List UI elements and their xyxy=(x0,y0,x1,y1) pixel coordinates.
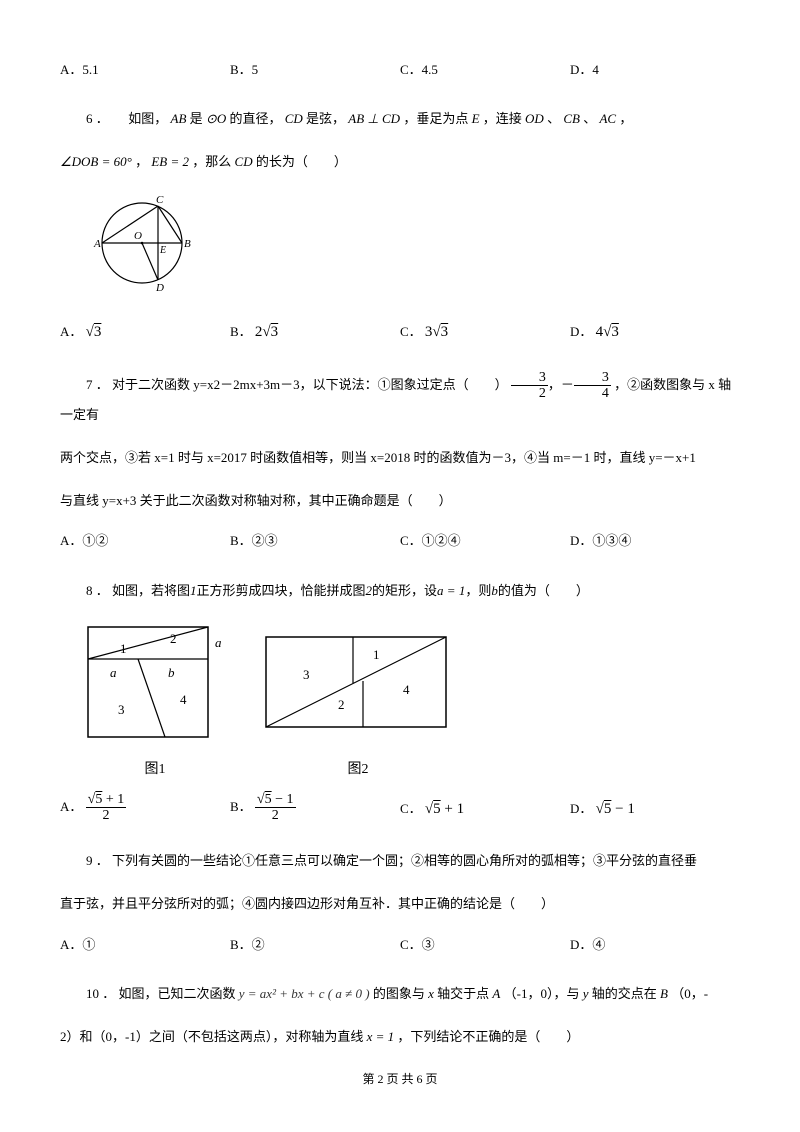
q7-line3: 与直线 y=x+3 关于此二次函数对称轴对称，其中正确命题是（ ） xyxy=(60,487,740,516)
choice-a: A．5.1 xyxy=(60,58,230,81)
q10-line1: 10 ． 如图，已知二次函数 y = ax² + bx + c ( a ≠ 0 … xyxy=(60,980,740,1009)
q7-line1: 7 ． 对于二次函数 y=x2－2mx+3m－3，以下说法：①图象过定点（ ） … xyxy=(60,370,740,430)
svg-text:a: a xyxy=(110,665,117,680)
q7-line2: 两个交点，③若 x=1 时与 x=2017 时函数值相等，则当 x=2018 时… xyxy=(60,444,740,473)
svg-text:A: A xyxy=(93,238,101,250)
q9-choices: A．① B．② C．③ D．④ xyxy=(60,933,740,956)
svg-text:3: 3 xyxy=(118,702,125,717)
q7-choices: A．①② B．②③ C．①②④ D．①③④ xyxy=(60,529,740,552)
q8-fig2-title: 图2 xyxy=(258,757,458,782)
choice-b: B．5 xyxy=(230,58,400,81)
svg-text:1: 1 xyxy=(120,641,127,656)
q8-choices: A． √5 + 12 B． √5 − 12 C． √5 + 1 D． √5 − … xyxy=(60,792,740,824)
choice-c: C．③ xyxy=(400,933,570,956)
svg-text:D: D xyxy=(155,282,164,294)
choice-a: A． √3 xyxy=(60,319,230,346)
q6-figure: A B C D O E xyxy=(80,191,210,301)
choice-d: D．①③④ xyxy=(570,529,740,552)
svg-text:a: a xyxy=(215,635,222,650)
choice-c: C． 3√3 xyxy=(400,319,570,346)
svg-text:B: B xyxy=(184,238,191,250)
choice-a: A．① xyxy=(60,933,230,956)
q6-stem: 6 ． 如图， AB 是 ⊙O 的直径， CD 是弦， AB ⊥ CD ，垂足为… xyxy=(60,105,740,134)
choice-b: B．② xyxy=(230,933,400,956)
svg-text:4: 4 xyxy=(403,682,410,697)
choice-c: C．4.5 xyxy=(400,58,570,81)
q9-line2: 直于弦，并且平分弦所对的弧；④圆内接四边形对角互补．其中正确的结论是（ ） xyxy=(60,890,740,919)
choice-b: B． √5 − 12 xyxy=(230,792,400,824)
choice-b: B．②③ xyxy=(230,529,400,552)
svg-text:2: 2 xyxy=(338,697,345,712)
svg-text:3: 3 xyxy=(303,667,310,682)
q6-stem-line2: ∠DOB = 60° ， EB = 2 ，那么 CD 的长为（ ） xyxy=(60,148,740,177)
q8-fig1-title: 图1 xyxy=(80,757,230,782)
q6-number: 6 xyxy=(86,111,93,126)
choice-d: D． 4√3 xyxy=(570,319,740,346)
choice-a: A． √5 + 12 xyxy=(60,792,230,824)
page-footer: 第 2 页 共 6 页 xyxy=(60,1069,740,1091)
q5-choices: A．5.1 B．5 C．4.5 D．4 xyxy=(60,58,740,81)
q9-line1: 9 ． 下列有关圆的一些结论①任意三点可以确定一个圆；②相等的圆心角所对的弧相等… xyxy=(60,847,740,876)
choice-d: D． √5 − 1 xyxy=(570,796,740,823)
choice-d: D．4 xyxy=(570,58,740,81)
svg-text:E: E xyxy=(159,245,166,256)
choice-d: D．④ xyxy=(570,933,740,956)
q6-choices: A． √3 B． 2√3 C． 3√3 D． 4√3 xyxy=(60,319,740,346)
svg-text:O: O xyxy=(134,230,142,242)
svg-text:b: b xyxy=(168,665,175,680)
q8-figures: 1 2 a b 3 4 a 图1 3 1 2 4 图2 xyxy=(80,619,740,782)
choice-c: C． √5 + 1 xyxy=(400,796,570,823)
q8-fig1: 1 2 a b 3 4 a xyxy=(80,619,230,749)
svg-text:4: 4 xyxy=(180,692,187,707)
q8-stem: 8 ． 如图，若将图1正方形剪成四块，恰能拼成图2的矩形，设a = 1，则b的值… xyxy=(60,577,740,606)
choice-b: B． 2√3 xyxy=(230,319,400,346)
svg-text:1: 1 xyxy=(373,647,380,662)
choice-c: C．①②④ xyxy=(400,529,570,552)
svg-text:2: 2 xyxy=(170,631,177,646)
choice-a: A．①② xyxy=(60,529,230,552)
q8-fig2: 3 1 2 4 xyxy=(258,619,458,749)
svg-text:C: C xyxy=(156,194,164,206)
q10-line2: 2）和（0，-1）之间（不包括这两点），对称轴为直线 x = 1 ，下列结论不正… xyxy=(60,1023,740,1052)
